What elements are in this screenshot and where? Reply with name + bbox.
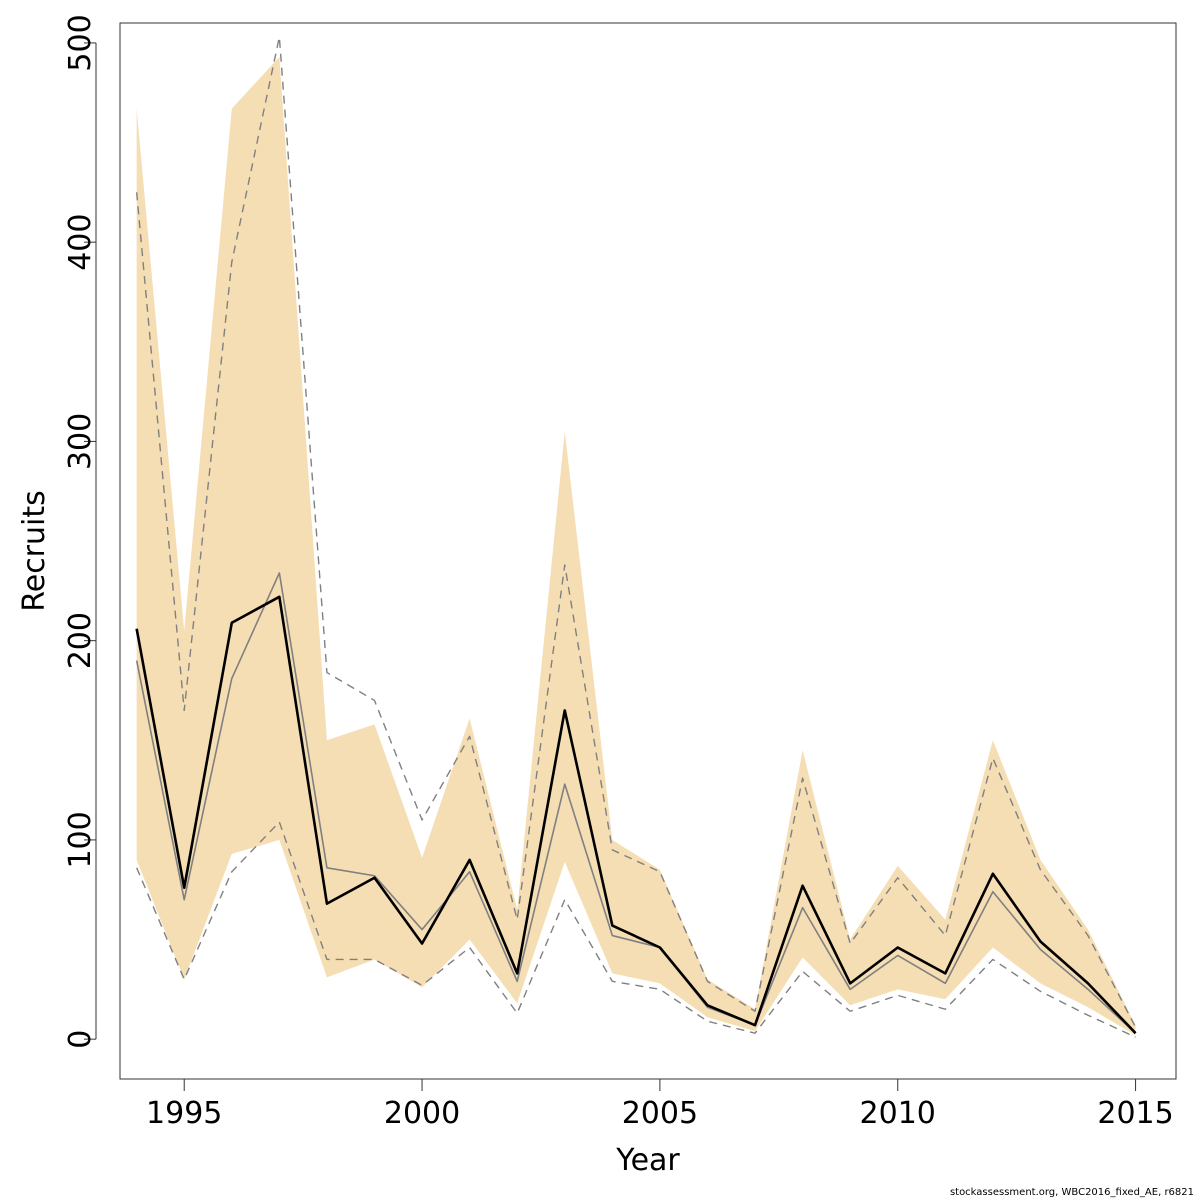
- comparison-line: [135, 572, 1137, 1034]
- confidence-band: [136, 56, 1136, 1036]
- y-tick-label: 0: [63, 1030, 98, 1049]
- y-tick-label: 200: [63, 612, 98, 669]
- x-tick-label: 1995: [146, 1096, 222, 1131]
- x-tick-label: 2005: [622, 1096, 698, 1131]
- y-tick-label: 100: [63, 811, 98, 868]
- comparison-lower-line: [136, 821, 1136, 1038]
- x-tick-label: 2000: [384, 1096, 460, 1131]
- estimate-line: [135, 595, 1137, 1035]
- y-tick-label: 400: [63, 214, 98, 271]
- x-tick-label: 2010: [860, 1096, 936, 1131]
- x-axis-label: Year: [615, 1143, 680, 1178]
- y-axis-label: Recruits: [17, 490, 52, 612]
- y-tick-label: 500: [63, 14, 98, 71]
- comparison-upper-line: [135, 36, 1137, 1028]
- x-tick-label: 2015: [1097, 1096, 1173, 1131]
- y-tick-label: 300: [63, 413, 98, 470]
- footer-credit: stockassessment.org, WBC2016_fixed_AE, r…: [949, 1187, 1194, 1198]
